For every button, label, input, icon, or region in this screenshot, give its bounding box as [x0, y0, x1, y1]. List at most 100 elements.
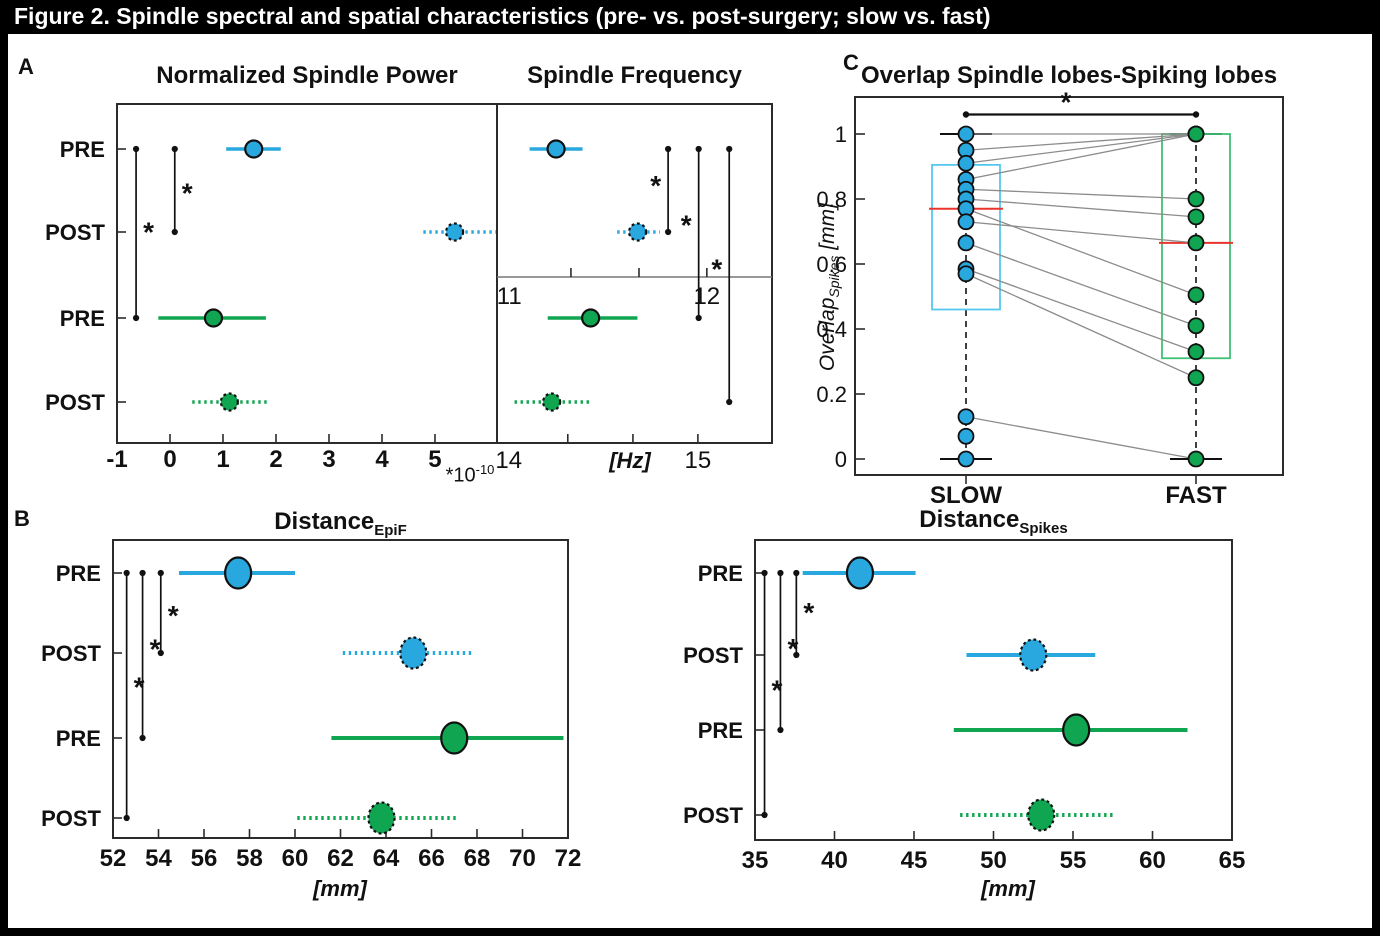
distance_spikes-sig-dot [777, 569, 784, 577]
power-x-tick-label: 1 [216, 446, 229, 473]
overlap-pair-line [965, 268, 1197, 353]
overlap-point-slow [957, 265, 975, 283]
overlap-point-fast [1187, 317, 1205, 335]
overlap-point-slow [957, 408, 975, 426]
distance_epif-sig-dot [157, 569, 164, 577]
distance_spikes-row-label-pre-fast: PRE [698, 718, 743, 743]
distance_epif-row-label-post-slow: POST [41, 641, 101, 666]
power-mean-marker-pre-fast [203, 308, 224, 328]
overlap-group-label-fast: FAST [1165, 482, 1227, 509]
overlap-point-fast [1187, 234, 1205, 252]
overlap-y-axis-label: OverlapSpikes [mm] [816, 167, 842, 407]
panel-b-label: B [14, 506, 30, 531]
power-row-label-post-slow: POST [45, 220, 105, 245]
distance_epif-sig-dot [139, 734, 146, 742]
overlap-point-slow [957, 125, 975, 143]
distance_spikes-sig-dot [793, 569, 800, 577]
frequency-sig-star: * [650, 170, 661, 201]
frequency-x-tick-label: 15 [685, 447, 712, 474]
distance_epif-mean-marker-pre-fast [440, 721, 469, 755]
overlap-pair-line [965, 273, 1197, 379]
frequency-mean-marker-pre-fast [581, 308, 601, 328]
distance_epif-row-label-post-fast: POST [41, 806, 101, 831]
overlap-y-tick-label: 0.4 [816, 317, 847, 342]
frequency-plot-border [496, 103, 773, 444]
distance_epif-mean-marker-post-slow [399, 636, 428, 670]
distance_spikes-row-label-post-slow: POST [683, 643, 743, 668]
frequency-sig-dot [695, 145, 702, 153]
overlap-pair-line [965, 416, 1197, 460]
power-x-tick-label: 5 [428, 446, 441, 473]
distance_epif-sig-star: * [150, 634, 161, 665]
panel-c-label: C [843, 50, 859, 75]
overlap-y-tick-label: 0 [835, 447, 847, 472]
power-row-label-pre-fast: PRE [60, 306, 105, 331]
distance_spikes-sig-dot [777, 726, 784, 734]
frequency-sig-star: * [711, 253, 722, 284]
distance_epif-x-tick-label: 56 [191, 845, 218, 872]
distance-spikes-x-unit-label: [mm] [981, 876, 1035, 901]
distance_epif-x-tick-label: 64 [373, 845, 400, 872]
overlap-chart-title: Overlap Spindle lobes-Spiking lobes [860, 62, 1278, 89]
distance_epif-x-tick-label: 72 [555, 845, 582, 872]
distance_spikes-mean-marker-pre-fast [1062, 713, 1091, 747]
distance_epif-x-tick-label: 58 [236, 845, 263, 872]
frequency-sig-dot [726, 145, 733, 153]
overlap-sig-dot [1192, 111, 1200, 118]
distance_epif-sig-star: * [134, 671, 145, 702]
overlap-y-tick-label: 1 [835, 122, 847, 147]
distance_epif-x-tick-label: 62 [327, 845, 354, 872]
distance-spikes-title-main: Distance [919, 506, 1020, 533]
power-sig-dot [132, 314, 140, 322]
distance_epif-sig-dot [157, 649, 164, 657]
overlap-pair-line [965, 221, 1197, 244]
frequency-mean-marker-post-fast [542, 392, 562, 412]
distance_spikes-x-tick-label: 60 [1139, 847, 1166, 874]
overlap-point-slow [957, 450, 975, 468]
overlap-point-fast [1187, 190, 1205, 208]
overlap-sig-dot [962, 111, 970, 118]
frequency-sig-dot [665, 145, 672, 153]
distance-epif-chart-title: DistanceEpiF [113, 508, 568, 539]
distance_spikes-mean-marker-pre-slow [845, 556, 875, 590]
frequency-x-corner-label: 14 [495, 447, 522, 474]
distance_epif-mean-marker-post-fast [367, 801, 396, 835]
overlap-y-tick-label: 0.6 [816, 252, 847, 277]
overlap-point-slow [957, 154, 975, 172]
frequency-sig-star: * [681, 210, 692, 241]
overlap-pair-line [965, 188, 1197, 200]
distance_spikes-sig-dot [761, 811, 768, 819]
distance_spikes-plot-border [754, 539, 1233, 841]
overlap-pair-line [965, 133, 1197, 151]
power-row-label-pre-slow: PRE [60, 137, 105, 162]
distance_epif-x-tick-label: 60 [282, 845, 309, 872]
power-row-label-post-fast: POST [45, 390, 105, 415]
frequency-mid-corner-label: 11 [497, 283, 522, 310]
frequency-mean-marker-post-slow [627, 222, 648, 242]
power-x-unit-label: *10-10 [410, 462, 530, 488]
power-unit-exponent: -10 [475, 462, 495, 477]
distance_epif-sig-star: * [168, 600, 179, 631]
distance_epif-sig-dot [139, 569, 146, 577]
power-chart-title: Normalized Spindle Power [156, 62, 458, 89]
power-sig-star: * [182, 178, 193, 209]
power-mean-marker-post-slow [445, 222, 465, 242]
frequency-chart-title: Spindle Frequency [527, 62, 742, 89]
power-sig-dot [132, 145, 140, 153]
power-unit-main: *10 [445, 464, 476, 487]
distance_epif-x-tick-label: 70 [509, 845, 536, 872]
distance_epif-row-label-pre-slow: PRE [56, 561, 101, 586]
figure-content-background [8, 34, 1372, 928]
distance_spikes-sig-star: * [803, 597, 814, 628]
distance_spikes-x-tick-label: 35 [742, 847, 769, 874]
overlap-plot-border [854, 96, 1284, 476]
overlap-point-fast [1187, 343, 1205, 361]
distance_spikes-sig-star: * [787, 633, 798, 664]
overlap-point-fast [1187, 125, 1205, 143]
distance-epif-title-sub: EpiF [374, 521, 407, 539]
overlap-y-tick-label: 0.8 [816, 187, 847, 212]
overlap-pair-line [965, 208, 1197, 296]
distance_spikes-x-tick-label: 45 [901, 847, 928, 874]
distance_spikes-mean-marker-post-fast [1027, 798, 1056, 832]
